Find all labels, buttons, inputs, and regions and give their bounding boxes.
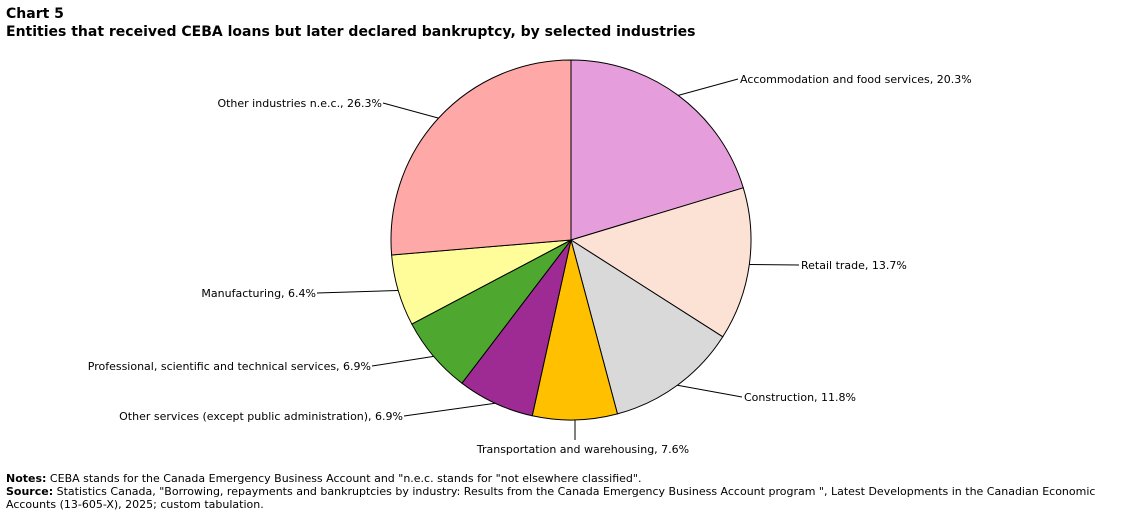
slice-label: Other services (except public administra… [119, 410, 403, 423]
chart-title: Entities that received CEBA loans but la… [6, 24, 696, 40]
chart-footnotes: Notes: CEBA stands for the Canada Emerge… [6, 472, 1128, 511]
leader-line [403, 402, 496, 417]
slice-labels: Accommodation and food services, 20.3% Re… [88, 73, 972, 456]
notes-label: Notes: [6, 472, 47, 485]
slice-label: Construction, 11.8% [744, 391, 856, 404]
notes-text: CEBA stands for the Canada Emergency Bus… [46, 472, 642, 485]
pie-slice-accommodation-and-food-services [570, 59, 744, 241]
leader-line [316, 290, 399, 294]
slice-label: Professional, scientific and technical s… [88, 360, 371, 373]
leader-line [678, 78, 739, 96]
leader-line [677, 384, 743, 398]
pie-slices [390, 59, 752, 421]
slice-label: Transportation and warehousing, 7.6% [476, 443, 689, 456]
source-line: Source: Statistics Canada, "Borrowing, r… [6, 485, 1128, 511]
notes-line: Notes: CEBA stands for the Canada Emerge… [6, 472, 1128, 485]
source-text: Statistics Canada, "Borrowing, repayment… [6, 485, 1096, 511]
pie-slice-other-industries-n-e-c [390, 59, 572, 256]
leader-line [371, 355, 434, 367]
chart-label: Chart 5 [6, 6, 64, 22]
source-label: Source: [6, 485, 54, 498]
slice-label: Other industries n.e.c., 26.3% [217, 97, 382, 110]
leader-line [382, 102, 439, 119]
leader-line [749, 264, 800, 266]
slice-label: Accommodation and food services, 20.3% [740, 73, 972, 86]
pie-chart: Accommodation and food services, 20.3% Re… [88, 59, 972, 456]
slice-label: Manufacturing, 6.4% [201, 287, 316, 300]
slice-label: Retail trade, 13.7% [801, 259, 907, 272]
pie-slice-construction [570, 238, 724, 415]
label-leader-lines [316, 78, 800, 440]
